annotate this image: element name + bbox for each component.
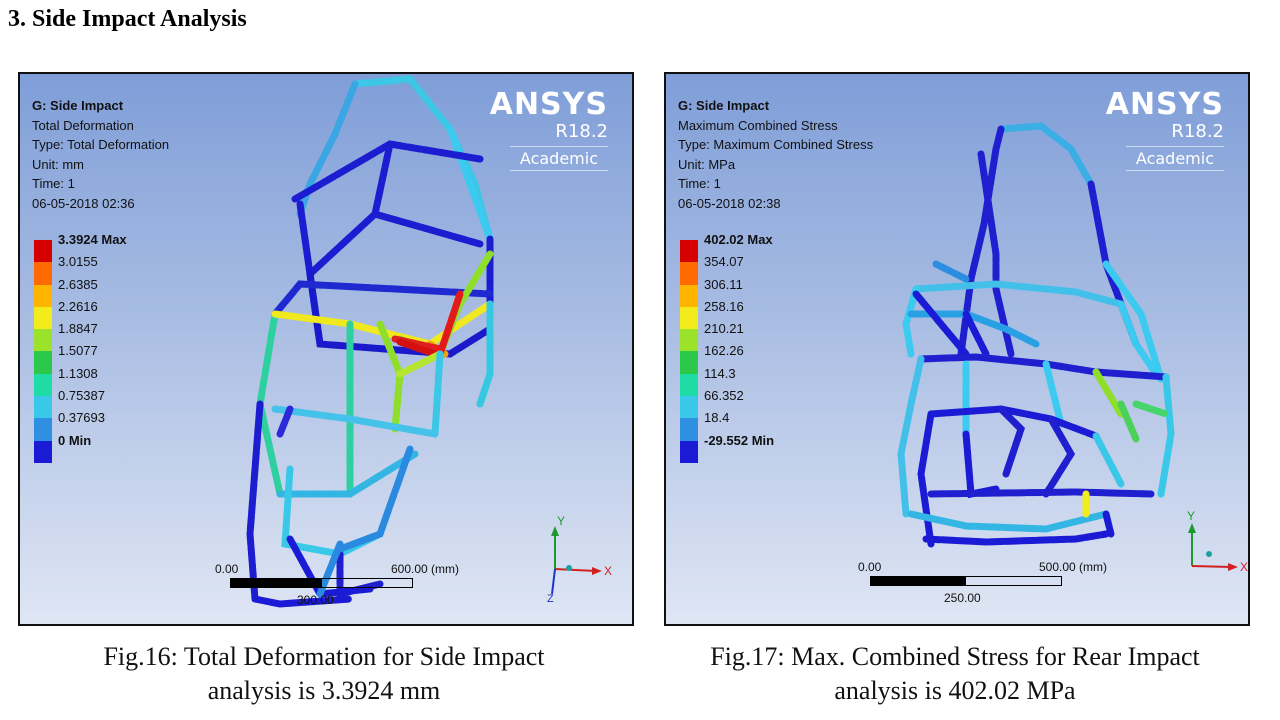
scale-start-label: 0.00 <box>858 560 882 574</box>
legend-swatch <box>34 329 52 352</box>
legend-swatch <box>680 418 698 441</box>
legend-swatch <box>34 396 52 419</box>
stress-frame-model: Y X <box>897 122 1248 574</box>
ansys-logo: ANSYS R18.2 Academic <box>1106 88 1224 171</box>
result-type: Type: Maximum Combined Stress <box>678 137 874 152</box>
legend-swatch <box>680 373 698 397</box>
legend-swatch <box>680 396 698 419</box>
section-title: 3. Side Impact Analysis <box>8 6 247 32</box>
analysis-title: G: Side Impact <box>678 98 770 113</box>
ansys-logo: ANSYS R18.2 Academic <box>490 88 608 171</box>
legend-swatch <box>34 418 52 441</box>
legend-label: 1.8847 <box>58 321 98 337</box>
legend-label: 210.21 <box>704 321 744 337</box>
legend-swatch <box>680 329 698 352</box>
result-type: Type: Total Deformation <box>32 137 170 152</box>
legend-label: 3.3924 Max <box>58 232 127 247</box>
legend-swatch <box>680 240 698 263</box>
legend-swatch <box>34 373 52 397</box>
caption-line: Fig.17: Max. Combined Stress for Rear Im… <box>710 642 1200 671</box>
legend-label: 402.02 Max <box>704 232 773 247</box>
legend-swatch <box>34 240 52 263</box>
scale-mid-label: 250.00 <box>944 591 981 605</box>
caption-line: analysis is 402.02 MPa <box>834 676 1076 705</box>
legend-swatch <box>34 351 52 374</box>
analysis-title: G: Side Impact <box>32 98 124 113</box>
legend-swatch <box>34 262 52 285</box>
legend-label: 1.1308 <box>58 365 98 381</box>
figure-16-caption: Fig.16: Total Deformation for Side Impac… <box>18 640 630 708</box>
legend-swatch <box>34 440 52 463</box>
legend-label: 18.4 <box>704 410 730 426</box>
figure-17-caption: Fig.17: Max. Combined Stress for Rear Im… <box>664 640 1246 708</box>
legend-label: 0 Min <box>58 432 92 448</box>
result-info-block: G: Side Impact Maximum Combined Stress T… <box>678 96 873 213</box>
caption-line: analysis is 3.3924 mm <box>207 676 441 705</box>
deformation-frame-model: Y X Z <box>246 75 612 608</box>
result-time: Time: 1 <box>678 176 721 191</box>
legend-label: 1.5077 <box>58 343 98 359</box>
legend-swatch <box>34 284 52 307</box>
legend-label: -29.552 Min <box>704 432 775 448</box>
axis-x-label: X <box>1240 560 1248 574</box>
result-date: 06-05-2018 02:36 <box>32 195 135 211</box>
axis-triad-icon <box>1188 523 1238 571</box>
legend-swatch <box>34 306 52 330</box>
axis-triad-icon <box>551 526 602 595</box>
result-name: Total Deformation <box>32 117 134 133</box>
result-name: Maximum Combined Stress <box>678 117 838 133</box>
axis-y-label: Y <box>557 514 565 528</box>
legend-swatch <box>680 284 698 307</box>
scale-bar: 0.00 500.00 (mm) 250.00 <box>858 560 1128 605</box>
legend-label: 66.352 <box>704 388 744 404</box>
figure-17-panel: Y X G: Side Impact Maximum Combined Stre… <box>664 72 1250 626</box>
figure-16-panel: Y X Z G: Side Impact Total Deformation T… <box>18 72 634 626</box>
axis-z-label: Z <box>547 593 554 605</box>
scale-start-label: 0.00 <box>215 562 239 576</box>
result-unit: Unit: mm <box>32 156 84 172</box>
legend-label: 162.26 <box>704 343 744 359</box>
legend-label: 114.3 <box>704 365 736 381</box>
result-unit: Unit: MPa <box>678 156 736 172</box>
result-info-block: G: Side Impact Total Deformation Type: T… <box>32 96 169 213</box>
legend-label: 2.6385 <box>58 276 98 292</box>
legend-label: 306.11 <box>704 276 743 292</box>
legend-label: 354.07 <box>704 254 744 270</box>
legend-label: 2.2616 <box>58 298 98 314</box>
caption-line: Fig.16: Total Deformation for Side Impac… <box>103 642 545 671</box>
scale-mid-label: 300.00 <box>297 593 334 607</box>
legend-label: 3.0155 <box>58 254 98 270</box>
axis-y-label: Y <box>1187 509 1195 523</box>
legend-swatch <box>680 262 698 285</box>
legend-swatch <box>680 351 698 374</box>
scale-end-label: 600.00 (mm) <box>391 562 460 576</box>
legend-swatch <box>680 440 698 463</box>
legend-label: 0.37693 <box>58 410 105 426</box>
axis-x-label: X <box>604 564 612 578</box>
legend-swatch <box>680 306 698 330</box>
result-date: 06-05-2018 02:38 <box>678 195 781 211</box>
result-time: Time: 1 <box>32 176 75 191</box>
legend-label: 258.16 <box>704 298 744 314</box>
scale-bar: 0.00 600.00 (mm) 300.00 <box>215 562 459 607</box>
scale-end-label: 500.00 (mm) <box>1039 560 1108 574</box>
legend-label: 0.75387 <box>58 388 105 404</box>
